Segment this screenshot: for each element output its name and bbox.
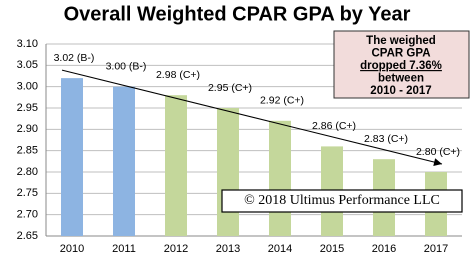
- value-label: 3.00 (B-): [106, 60, 147, 72]
- value-label: 2.86 (C+): [312, 120, 356, 132]
- footer-box: [221, 189, 463, 213]
- bar: [61, 78, 83, 236]
- bar: [113, 86, 135, 237]
- x-tick-label: 2016: [372, 243, 396, 254]
- trend-arrow: [61, 69, 443, 165]
- annotation-box: [333, 30, 470, 99]
- annotation-line: dropped 7.36%: [360, 60, 442, 72]
- y-tick-label: 2.65: [17, 230, 38, 242]
- y-tick-label: 2.90: [17, 123, 38, 135]
- x-tick-label: 2013: [216, 243, 240, 254]
- y-tick-label: 2.70: [17, 209, 38, 221]
- x-tick-label: 2014: [268, 243, 292, 254]
- y-tick-label: 2.85: [17, 145, 38, 157]
- x-tick-label: 2011: [112, 243, 136, 254]
- chart-title: Overall Weighted CPAR GPA by Year: [64, 3, 411, 25]
- y-tick-label: 3.05: [17, 59, 38, 71]
- x-tick-label: 2017: [424, 243, 448, 254]
- value-label: 2.80 (C+): [416, 146, 460, 158]
- bar: [165, 95, 187, 236]
- value-label: 2.95 (C+): [208, 82, 252, 94]
- y-tick-label: 2.80: [17, 166, 38, 178]
- value-label: 2.92 (C+): [260, 95, 304, 107]
- annotation-line: 2010 - 2017: [370, 85, 431, 97]
- arrow-head: [433, 158, 442, 166]
- annotation-line: The weighed: [366, 35, 436, 47]
- value-label: 2.98 (C+): [156, 69, 200, 81]
- y-tick-label: 3.00: [17, 81, 38, 93]
- value-label: 3.02 (B-): [54, 52, 95, 64]
- annotation-line: CPAR GPA: [372, 48, 431, 60]
- annotation-line: between: [378, 73, 424, 85]
- y-tick-label: 2.95: [17, 102, 38, 114]
- value-label: 2.83 (C+): [364, 133, 408, 145]
- x-tick-label: 2010: [60, 243, 84, 254]
- footer-text: © 2018 Ultimus Performance LLC: [244, 193, 440, 208]
- y-tick-label: 3.10: [17, 38, 38, 50]
- bar: [217, 108, 239, 236]
- x-tick-label: 2012: [164, 243, 188, 254]
- bar: [269, 120, 291, 236]
- x-tick-label: 2015: [320, 243, 344, 254]
- y-tick-label: 2.75: [17, 187, 38, 199]
